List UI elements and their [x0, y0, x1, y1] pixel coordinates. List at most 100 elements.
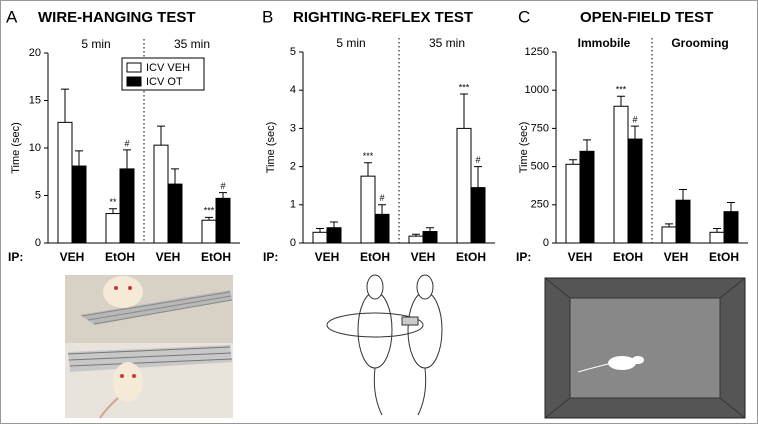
significance-label: # — [632, 114, 637, 124]
bar — [360, 175, 376, 244]
error-bar — [569, 159, 577, 165]
y-tick-label: 2 — [290, 161, 296, 173]
bar — [374, 213, 390, 244]
y-tick-label: 500 — [531, 161, 549, 173]
x-tick-label: EtOH — [456, 250, 486, 264]
bar — [312, 231, 328, 244]
bar — [709, 231, 725, 244]
group-label: Grooming — [671, 36, 728, 50]
bar — [153, 144, 169, 244]
significance-label: *** — [363, 151, 374, 161]
error-bar — [157, 125, 165, 146]
error-bar — [727, 202, 735, 212]
chart-title: RIGHTING-REFLEX TEST — [293, 9, 473, 26]
error-bar — [330, 221, 338, 228]
open-field-drawing — [544, 277, 746, 419]
significance-label: ** — [109, 197, 117, 207]
y-axis-label: Time (sec) — [265, 122, 277, 174]
y-axis-label: Time (sec) — [10, 122, 22, 174]
significance-label: # — [220, 181, 225, 191]
x-tick-label: VEH — [568, 250, 593, 264]
x-tick-label: EtOH — [360, 250, 390, 264]
y-tick-label: 3 — [290, 122, 296, 134]
bar — [675, 199, 691, 244]
bar — [422, 231, 438, 244]
y-axis-label: Time (sec) — [518, 122, 530, 174]
bar — [470, 187, 486, 244]
bar — [167, 183, 183, 244]
x-tick-label: VEH — [60, 250, 85, 264]
significance-label: # — [379, 193, 384, 203]
legend-swatch — [126, 62, 142, 73]
y-tick-label: 250 — [531, 199, 549, 211]
x-tick-label: EtOH — [613, 250, 643, 264]
error-bar — [378, 204, 386, 215]
error-bar — [364, 162, 372, 177]
chart-title: WIRE-HANGING TEST — [38, 9, 196, 26]
bar — [723, 211, 739, 244]
error-bar — [316, 227, 324, 233]
righting-reflex-drawing — [326, 274, 443, 416]
x-tick-label: VEH — [156, 250, 181, 264]
wire-hanging-photo — [65, 275, 233, 419]
y-tick-label: 4 — [290, 84, 296, 96]
bar — [456, 127, 472, 244]
legend-label: ICV OT — [146, 76, 183, 88]
error-bar — [171, 168, 179, 185]
bar — [627, 138, 643, 244]
error-bar — [412, 233, 420, 237]
group-label: 35 min — [429, 36, 465, 50]
significance-label: # — [124, 138, 129, 148]
x-tick-label: VEH — [411, 250, 436, 264]
group-label: 5 min — [81, 37, 110, 51]
error-bar — [123, 149, 131, 169]
legend-label: ICV VEH — [146, 62, 190, 74]
bar — [215, 197, 231, 244]
y-tick-label: 5 — [290, 46, 296, 58]
bar — [408, 235, 424, 244]
error-bar — [460, 93, 468, 129]
bar — [119, 168, 135, 244]
error-bar — [474, 166, 482, 188]
error-bar — [713, 227, 721, 233]
y-tick-label: 750 — [531, 122, 549, 134]
y-tick-label: 0 — [543, 237, 549, 249]
error-bar — [679, 189, 687, 201]
legend-swatch — [126, 76, 142, 87]
error-bar — [109, 208, 117, 214]
error-bar — [61, 88, 69, 123]
error-bar — [205, 216, 213, 221]
bar — [71, 165, 87, 244]
bar — [57, 121, 73, 244]
y-tick-label: 5 — [35, 189, 41, 201]
bar — [661, 226, 677, 244]
y-tick-label: 0 — [35, 237, 41, 249]
chart-title: OPEN-FIELD TEST — [580, 9, 713, 26]
error-bar — [631, 125, 639, 140]
x-tick-label: EtOH — [709, 250, 739, 264]
x-tick-label: VEH — [315, 250, 340, 264]
significance-label: *** — [459, 82, 470, 92]
panel-letter: B — [262, 7, 273, 26]
y-tick-label: 1 — [290, 199, 296, 211]
bar — [613, 105, 629, 244]
bar — [201, 219, 217, 244]
x-tick-label: EtOH — [201, 250, 231, 264]
significance-label: *** — [616, 85, 627, 95]
group-label: 35 min — [174, 37, 210, 51]
error-bar — [75, 150, 83, 167]
group-label: Immobile — [578, 36, 631, 50]
y-tick-label: 1000 — [525, 84, 549, 96]
error-bar — [426, 227, 434, 232]
significance-label: *** — [204, 206, 215, 216]
error-bar — [665, 223, 673, 227]
bar — [579, 150, 595, 244]
group-label: 5 min — [336, 36, 365, 50]
y-tick-label: 0 — [290, 237, 296, 249]
panel-letter: A — [6, 7, 18, 26]
panel-letter: C — [518, 7, 530, 26]
y-tick-label: 20 — [29, 47, 41, 59]
error-bar — [219, 192, 227, 199]
y-tick-label: 1250 — [525, 46, 549, 58]
